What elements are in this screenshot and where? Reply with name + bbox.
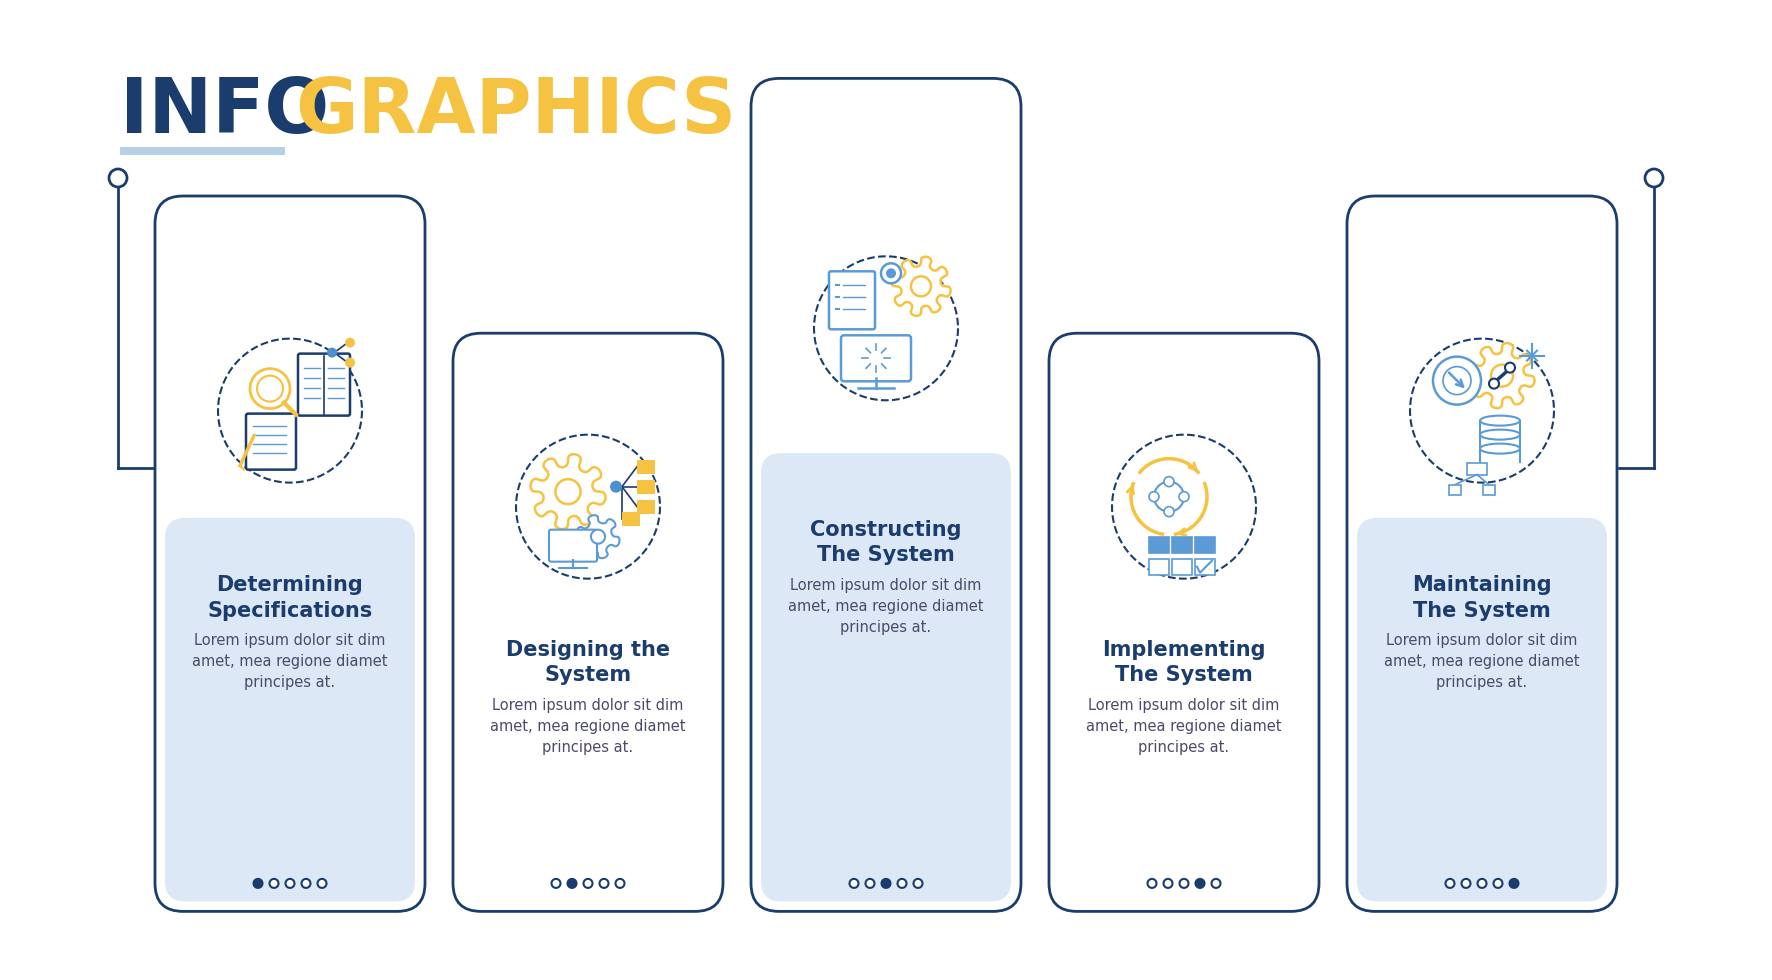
Circle shape	[1478, 879, 1487, 888]
Circle shape	[1442, 367, 1471, 395]
Circle shape	[301, 879, 310, 888]
Ellipse shape	[1480, 444, 1520, 454]
Circle shape	[1494, 879, 1503, 888]
FancyBboxPatch shape	[829, 271, 875, 329]
FancyBboxPatch shape	[842, 335, 911, 381]
Bar	[1467, 463, 1487, 474]
Bar	[636, 479, 656, 494]
Circle shape	[346, 358, 354, 368]
Bar	[1449, 485, 1460, 495]
Polygon shape	[592, 529, 604, 544]
Text: Lorem ipsum dolor sit dim
amet, mea regione diamet
principes at.: Lorem ipsum dolor sit dim amet, mea regi…	[491, 698, 686, 755]
Polygon shape	[1469, 343, 1535, 408]
Circle shape	[1434, 357, 1481, 405]
Polygon shape	[1490, 365, 1513, 387]
Text: Constructing
The System: Constructing The System	[810, 520, 962, 565]
Text: Lorem ipsum dolor sit dim
amet, mea regione diamet
principes at.: Lorem ipsum dolor sit dim amet, mea regi…	[191, 633, 388, 690]
Polygon shape	[891, 257, 950, 316]
Bar	[636, 460, 656, 473]
Circle shape	[1164, 879, 1173, 888]
Circle shape	[257, 375, 284, 402]
Circle shape	[1510, 879, 1519, 888]
Circle shape	[1446, 879, 1455, 888]
Circle shape	[1154, 481, 1184, 512]
Bar	[1171, 559, 1193, 574]
Text: Designing the
System: Designing the System	[507, 640, 670, 685]
Circle shape	[1488, 378, 1499, 389]
Circle shape	[1180, 879, 1189, 888]
FancyBboxPatch shape	[760, 454, 1012, 902]
Circle shape	[110, 169, 128, 187]
FancyBboxPatch shape	[246, 414, 296, 469]
Polygon shape	[911, 276, 930, 296]
Ellipse shape	[1480, 429, 1520, 440]
FancyBboxPatch shape	[154, 196, 425, 911]
Circle shape	[317, 879, 326, 888]
Circle shape	[1164, 507, 1175, 516]
Circle shape	[583, 879, 592, 888]
Bar	[1480, 434, 1520, 449]
FancyBboxPatch shape	[165, 518, 415, 902]
Text: Lorem ipsum dolor sit dim
amet, mea regione diamet
principes at.: Lorem ipsum dolor sit dim amet, mea regi…	[1086, 698, 1281, 755]
FancyBboxPatch shape	[1357, 518, 1607, 902]
Text: GRAPHICS: GRAPHICS	[294, 75, 735, 149]
FancyBboxPatch shape	[1347, 196, 1618, 911]
Bar	[636, 500, 656, 514]
Polygon shape	[555, 479, 581, 504]
FancyBboxPatch shape	[751, 78, 1021, 911]
Circle shape	[346, 338, 354, 348]
Bar	[1171, 537, 1193, 553]
Circle shape	[610, 480, 622, 493]
Circle shape	[1504, 363, 1515, 372]
Bar	[1483, 485, 1496, 495]
Circle shape	[285, 879, 294, 888]
Text: INFO: INFO	[120, 75, 330, 149]
Text: Determining
Specifications: Determining Specifications	[207, 575, 372, 620]
FancyBboxPatch shape	[298, 354, 351, 416]
Circle shape	[1148, 879, 1157, 888]
Circle shape	[599, 879, 608, 888]
Circle shape	[881, 264, 900, 283]
Bar	[1148, 537, 1170, 553]
Circle shape	[865, 879, 875, 888]
Circle shape	[1196, 879, 1205, 888]
Circle shape	[881, 879, 891, 888]
Circle shape	[253, 879, 262, 888]
Circle shape	[551, 879, 560, 888]
Text: Maintaining
The System: Maintaining The System	[1412, 575, 1552, 620]
Bar	[120, 147, 285, 155]
Bar	[1194, 537, 1216, 553]
Circle shape	[1462, 879, 1471, 888]
Circle shape	[886, 269, 897, 278]
Circle shape	[250, 368, 291, 409]
Ellipse shape	[1480, 416, 1520, 425]
Circle shape	[1644, 169, 1662, 187]
Circle shape	[1212, 879, 1221, 888]
Circle shape	[849, 879, 858, 888]
Circle shape	[914, 879, 923, 888]
Circle shape	[1148, 492, 1159, 502]
Polygon shape	[576, 515, 620, 559]
Text: Lorem ipsum dolor sit dim
amet, mea regione diamet
principes at.: Lorem ipsum dolor sit dim amet, mea regi…	[789, 578, 983, 635]
Circle shape	[567, 879, 576, 888]
Circle shape	[269, 879, 278, 888]
Text: Implementing
The System: Implementing The System	[1102, 640, 1265, 685]
Text: Lorem ipsum dolor sit dim
amet, mea regione diamet
principes at.: Lorem ipsum dolor sit dim amet, mea regi…	[1384, 633, 1581, 690]
FancyBboxPatch shape	[454, 333, 723, 911]
Circle shape	[328, 348, 337, 358]
Circle shape	[1178, 492, 1189, 502]
Bar	[622, 512, 640, 525]
Bar	[1194, 559, 1216, 574]
Bar	[1480, 420, 1520, 434]
Circle shape	[615, 879, 624, 888]
Circle shape	[1164, 476, 1175, 487]
Bar	[1148, 559, 1170, 574]
FancyBboxPatch shape	[1049, 333, 1318, 911]
Circle shape	[897, 879, 907, 888]
Polygon shape	[530, 454, 606, 529]
FancyBboxPatch shape	[549, 529, 597, 562]
